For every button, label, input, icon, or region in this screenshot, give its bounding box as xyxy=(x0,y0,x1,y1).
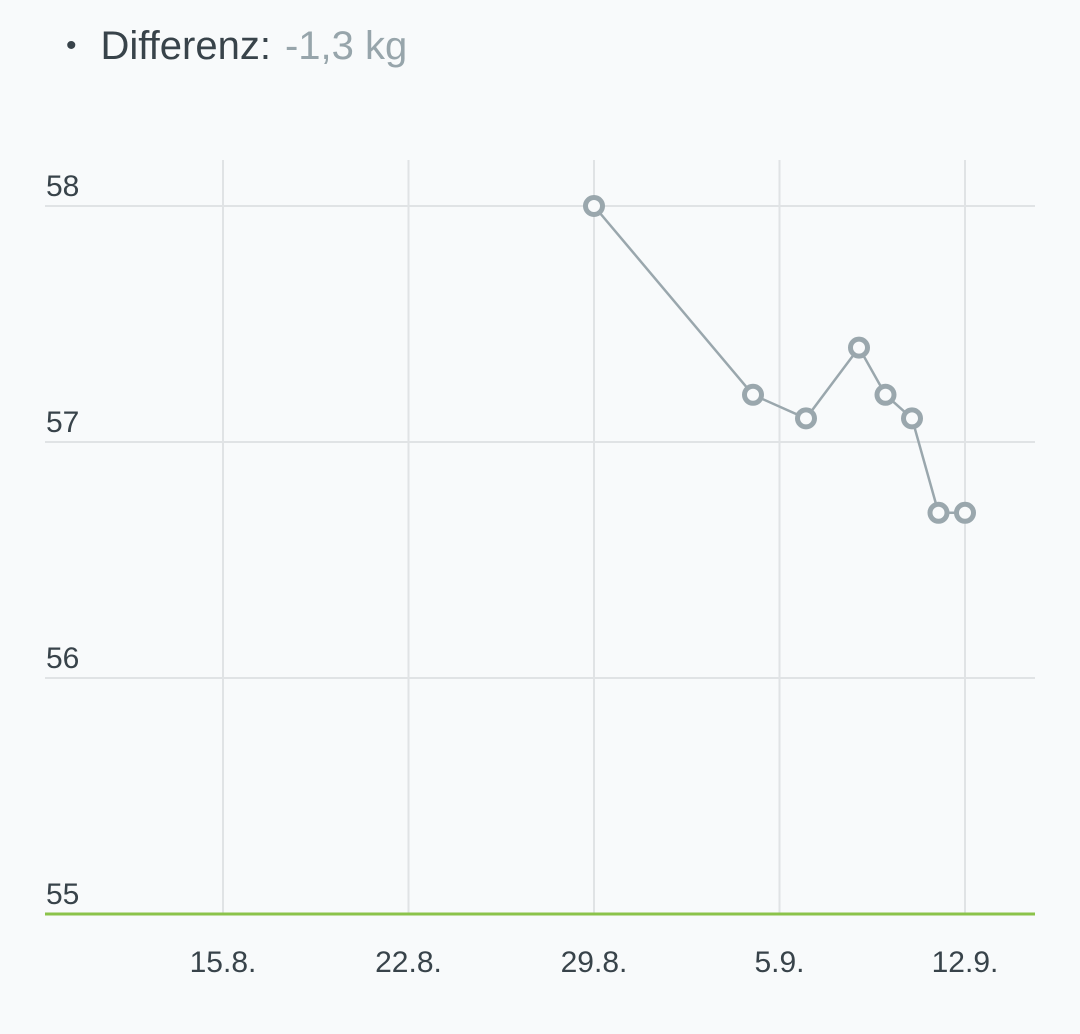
y-tick-label: 56 xyxy=(46,642,79,675)
data-point[interactable] xyxy=(874,383,897,406)
y-axis-labels: 58 57 56 55 xyxy=(46,170,79,911)
difference-value: -1,3 kg xyxy=(284,23,408,68)
bullet: • xyxy=(66,29,77,62)
y-tick-label: 55 xyxy=(46,878,79,911)
x-tick-label: 22.8. xyxy=(375,946,442,979)
weight-difference-summary: • Differenz: -1,3 kg xyxy=(66,18,407,74)
weight-series xyxy=(583,195,976,524)
x-tick-label: 12.9. xyxy=(932,946,999,979)
x-axis-labels: 15.8. 22.8. 29.8. 5.9. 12.9. xyxy=(190,946,999,979)
vertical-grid xyxy=(222,160,966,914)
y-tick-label: 58 xyxy=(46,170,79,203)
data-point[interactable] xyxy=(583,195,605,217)
data-point[interactable] xyxy=(927,501,950,524)
horizontal-grid xyxy=(45,205,1035,679)
x-tick-label: 29.8. xyxy=(561,946,628,979)
data-point[interactable] xyxy=(848,336,870,359)
x-tick-label: 5.9. xyxy=(754,946,804,979)
data-point[interactable] xyxy=(954,501,976,524)
data-point[interactable] xyxy=(742,383,764,406)
x-tick-label: 15.8. xyxy=(190,946,257,979)
data-point[interactable] xyxy=(901,407,923,430)
difference-label: Differenz: xyxy=(100,23,271,68)
data-point[interactable] xyxy=(795,407,817,430)
y-tick-label: 57 xyxy=(46,406,79,439)
